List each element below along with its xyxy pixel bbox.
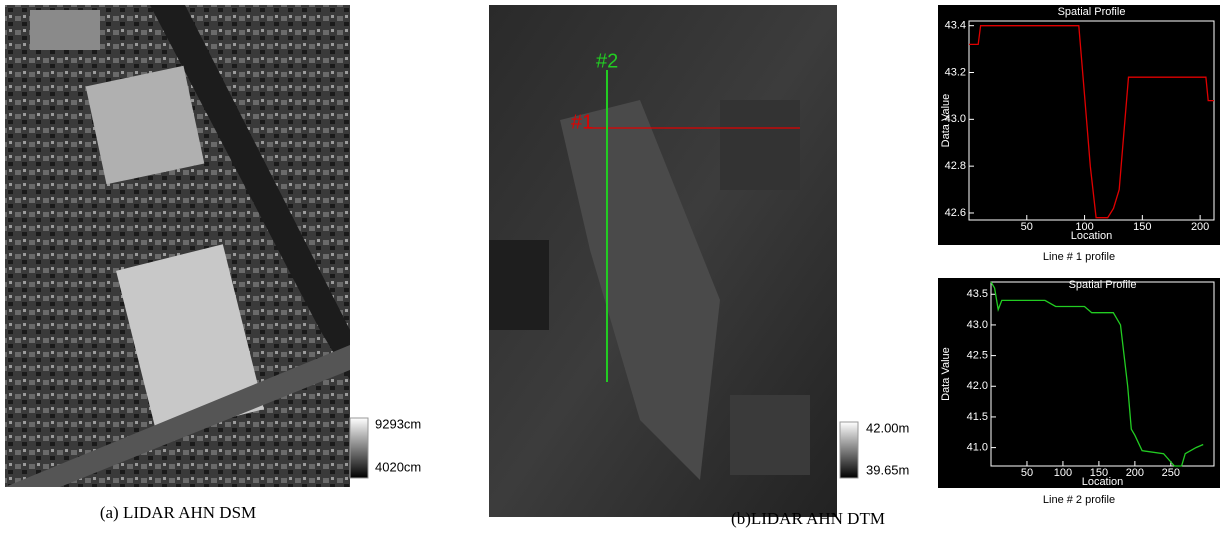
x-axis-label: Location <box>1071 230 1113 242</box>
chart-background <box>938 5 1220 245</box>
colorbar <box>839 421 859 479</box>
y-tick-label: 43.0 <box>967 319 988 331</box>
x-tick-label: 50 <box>1021 221 1033 233</box>
x-tick-label: 50 <box>1021 467 1033 479</box>
caption: (b)LIDAR AHN DTM <box>731 509 885 528</box>
line-label: #2 <box>596 50 618 72</box>
colorbar-label: 9293cm <box>375 416 421 431</box>
colorbar-label: 42.00m <box>866 420 909 435</box>
x-tick-label: 200 <box>1191 221 1209 233</box>
plot-frame <box>990 281 1215 467</box>
data-line <box>990 281 1204 467</box>
y-axis-label: Data Value <box>940 347 952 401</box>
x-tick-label: 250 <box>1162 467 1180 479</box>
line-label: #1 <box>571 111 593 133</box>
colorbar <box>349 417 369 479</box>
caption: (a) LIDAR AHN DSM <box>100 503 256 522</box>
y-tick-label: 42.8 <box>945 160 966 172</box>
dtm-image <box>489 5 837 517</box>
y-tick-label: 42.0 <box>967 380 988 392</box>
caption: Line # 2 profile <box>1043 494 1115 506</box>
x-tick-label: 100 <box>1054 467 1072 479</box>
chart-title: Spatial Profile <box>1069 279 1137 291</box>
colorbar-label: 4020cm <box>375 459 421 474</box>
y-tick-label: 42.6 <box>945 207 966 219</box>
y-tick-label: 43.0 <box>945 113 966 125</box>
y-tick-label: 43.4 <box>945 20 966 32</box>
y-tick-label: 43.2 <box>945 66 966 78</box>
x-tick-label: 150 <box>1090 467 1108 479</box>
chart-title: Spatial Profile <box>1058 6 1126 18</box>
x-axis-label: Location <box>1082 476 1124 488</box>
x-tick-label: 150 <box>1133 221 1151 233</box>
chart-background <box>938 278 1220 488</box>
x-tick-label: 200 <box>1126 467 1144 479</box>
y-tick-label: 41.5 <box>967 411 988 423</box>
colorbar-label: 39.65m <box>866 462 909 477</box>
y-tick-label: 41.0 <box>967 442 988 454</box>
y-tick-label: 43.5 <box>967 288 988 300</box>
dsm-image <box>5 5 350 487</box>
plot-frame <box>968 20 1215 221</box>
caption: Line # 1 profile <box>1043 251 1115 263</box>
data-line <box>969 25 1214 219</box>
x-tick-label: 100 <box>1075 221 1093 233</box>
y-axis-label: Data Value <box>940 94 952 148</box>
y-tick-label: 42.5 <box>967 350 988 362</box>
